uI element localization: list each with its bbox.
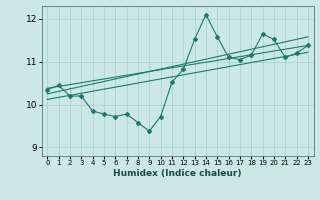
X-axis label: Humidex (Indice chaleur): Humidex (Indice chaleur) [113,169,242,178]
